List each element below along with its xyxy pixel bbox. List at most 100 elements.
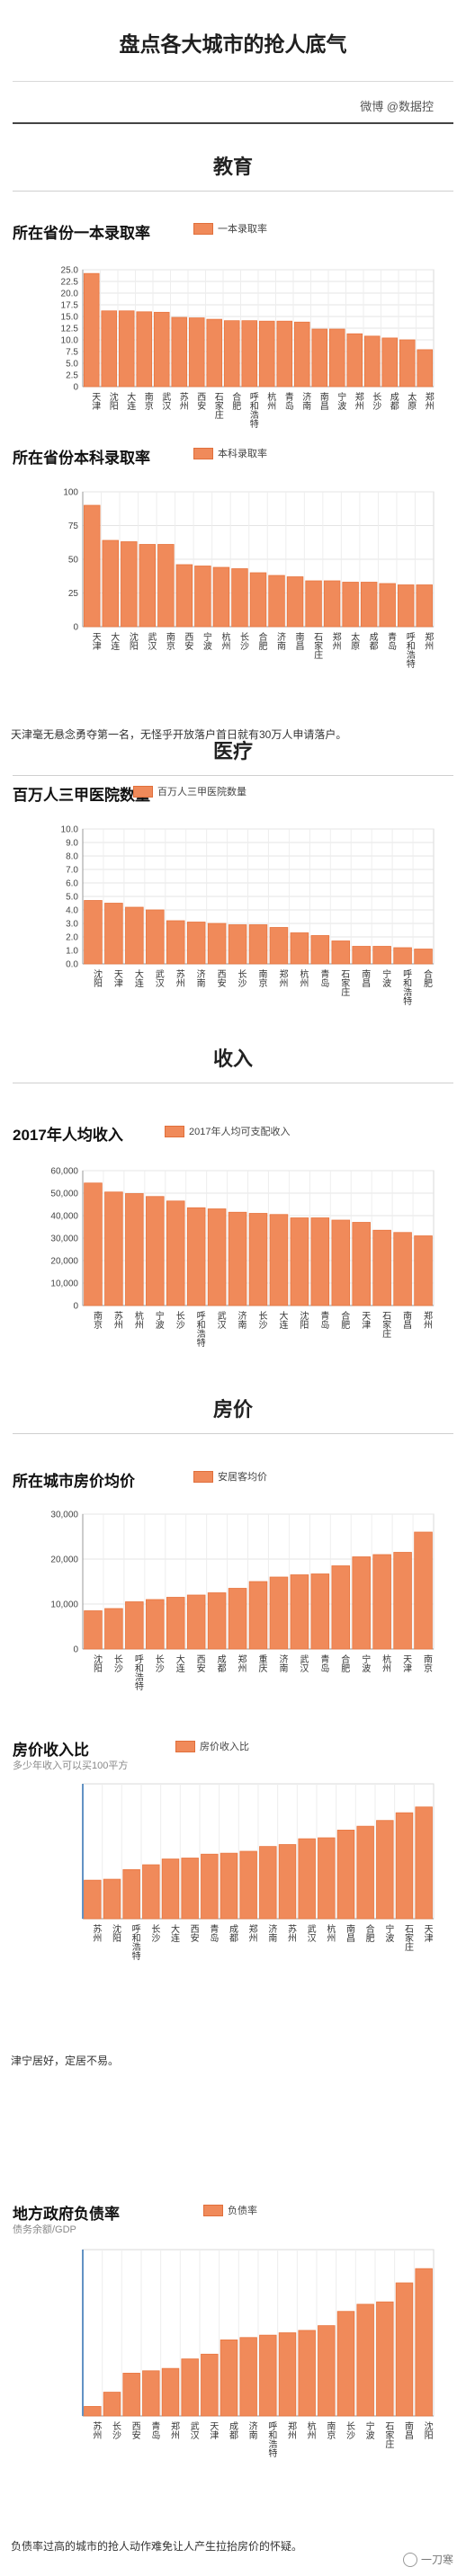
x-tick-label: 呼和浩特 bbox=[404, 632, 415, 668]
bar bbox=[102, 539, 120, 628]
x-tick-label: 沈阳 bbox=[422, 2420, 433, 2439]
bar bbox=[268, 575, 285, 628]
x-tick-label: 沈阳 bbox=[91, 968, 102, 987]
bar bbox=[269, 1576, 289, 1650]
bar bbox=[278, 2332, 297, 2417]
y-tick-label: 0 bbox=[73, 623, 78, 633]
bar bbox=[84, 900, 103, 965]
bar bbox=[239, 2337, 257, 2417]
bar bbox=[331, 1565, 351, 1650]
x-tick-label: 西安 bbox=[130, 2421, 140, 2440]
y-tick-label: 75 bbox=[68, 521, 79, 531]
x-tick-label: 南京 bbox=[422, 1653, 433, 1673]
bar bbox=[125, 1193, 144, 1306]
bar bbox=[336, 1830, 355, 1920]
bar bbox=[290, 1217, 309, 1306]
bar bbox=[231, 568, 248, 628]
bar bbox=[310, 1217, 330, 1306]
x-tick-label: 济南 bbox=[246, 2420, 257, 2439]
x-tick-label: 杭州 bbox=[220, 631, 230, 650]
source-divider bbox=[13, 122, 453, 124]
x-tick-label: 呼和浩特 bbox=[401, 969, 412, 1005]
section-title-income: 收入 bbox=[212, 1047, 253, 1070]
chart-income: 0 10,000 20,000 30,000 40,000 50,000 60,000 南京苏… bbox=[50, 1167, 435, 1347]
x-tick-label: 长沙 bbox=[345, 2421, 355, 2439]
x-tick-label: 郑州 bbox=[330, 631, 341, 650]
bar bbox=[415, 2268, 433, 2417]
bar bbox=[161, 2367, 180, 2417]
y-tick-label: 7.0 bbox=[66, 866, 78, 876]
x-tick-label: 长沙 bbox=[112, 1654, 122, 1672]
bar bbox=[363, 335, 381, 388]
x-tick-label: 重庆 bbox=[256, 1653, 267, 1673]
bar bbox=[84, 1879, 102, 1920]
legend-houseprice: 安居客均价 bbox=[193, 1469, 267, 1484]
x-tick-label: 石家庄 bbox=[383, 2421, 394, 2449]
bar bbox=[249, 572, 267, 628]
legend-label: 安居客均价 bbox=[218, 1472, 267, 1483]
x-tick-label: 太原 bbox=[406, 391, 417, 410]
legend-hospital: 百万人三甲医院数量 bbox=[133, 784, 246, 798]
watermark: 一刀寒 bbox=[402, 2552, 453, 2567]
bar bbox=[336, 2311, 355, 2417]
x-tick-label: 南京 bbox=[164, 631, 175, 651]
x-tick-label: 合肥 bbox=[256, 631, 267, 651]
y-tick-label: 3.0 bbox=[66, 920, 78, 930]
bar bbox=[278, 1844, 297, 1920]
y-tick-label: 0 bbox=[73, 1645, 78, 1655]
bar bbox=[84, 504, 101, 628]
y-tick-label: 25 bbox=[68, 589, 79, 599]
x-tick-label: 济南 bbox=[266, 1923, 277, 1942]
x-tick-label: 石家庄 bbox=[212, 392, 223, 420]
x-tick-label: 天津 bbox=[90, 392, 101, 411]
x-tick-label: 天津 bbox=[90, 632, 101, 651]
bar bbox=[360, 582, 378, 628]
x-tick-label: 沈阳 bbox=[127, 631, 138, 650]
y-tick-label: 5.0 bbox=[66, 360, 78, 370]
x-tick-label: 宁波 bbox=[336, 391, 346, 411]
y-tick-label: 6.0 bbox=[66, 879, 78, 889]
bar bbox=[220, 2340, 238, 2417]
x-tick-label: 呼和浩特 bbox=[247, 392, 258, 428]
y-tick-label: 5.0 bbox=[66, 893, 78, 903]
x-tick-label: 南昌 bbox=[360, 968, 371, 988]
y-tick-label: 20,000 bbox=[50, 1257, 78, 1267]
bar bbox=[186, 1207, 206, 1306]
x-tick-label: 大连 bbox=[109, 631, 120, 651]
bar bbox=[228, 1588, 247, 1650]
x-tick-label: 济南 bbox=[277, 1653, 288, 1672]
bar bbox=[125, 906, 144, 965]
x-tick-label: 成都 bbox=[388, 392, 399, 411]
bar bbox=[84, 2406, 102, 2417]
x-tick-label: 郑州 bbox=[422, 1310, 433, 1329]
x-tick-label: 合肥 bbox=[230, 391, 241, 411]
legend-label: 负债率 bbox=[228, 2206, 257, 2216]
bar bbox=[318, 1837, 336, 1920]
bar bbox=[228, 924, 247, 965]
y-tick-label: 10.0 bbox=[61, 825, 79, 835]
x-tick-label: 大连 bbox=[174, 1653, 184, 1673]
x-tick-label: 沈阳 bbox=[298, 1310, 309, 1329]
legend-swatch bbox=[193, 222, 213, 235]
x-tick-label: 大连 bbox=[132, 968, 143, 988]
bar bbox=[417, 349, 434, 388]
y-tick-label: 30,000 bbox=[50, 1235, 78, 1244]
section-divider-housing bbox=[13, 1433, 453, 1434]
bar bbox=[372, 946, 391, 965]
x-tick-label: 杭州 bbox=[381, 1653, 391, 1672]
bar bbox=[146, 909, 165, 965]
title-divider bbox=[13, 81, 453, 82]
bar bbox=[181, 1858, 199, 1920]
bar bbox=[161, 1858, 180, 1920]
bar bbox=[142, 1864, 160, 1920]
y-tick-label: 10.0 bbox=[61, 336, 79, 346]
bar bbox=[146, 1599, 165, 1650]
bar bbox=[122, 2373, 140, 2417]
x-tick-label: 成都 bbox=[215, 1654, 226, 1673]
x-tick-label: 南昌 bbox=[293, 631, 304, 651]
legend-benke: 本科录取率 bbox=[193, 446, 267, 460]
x-tick-label: 西安 bbox=[188, 1924, 199, 1943]
x-tick-label: 南京 bbox=[142, 391, 153, 411]
bar bbox=[318, 2325, 336, 2417]
bar bbox=[84, 1182, 103, 1306]
